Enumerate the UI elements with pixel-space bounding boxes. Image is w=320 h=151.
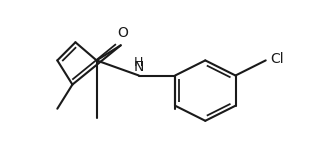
Text: N: N <box>134 60 144 74</box>
Text: H: H <box>134 56 144 69</box>
Text: O: O <box>118 26 129 40</box>
Text: Cl: Cl <box>270 52 284 66</box>
